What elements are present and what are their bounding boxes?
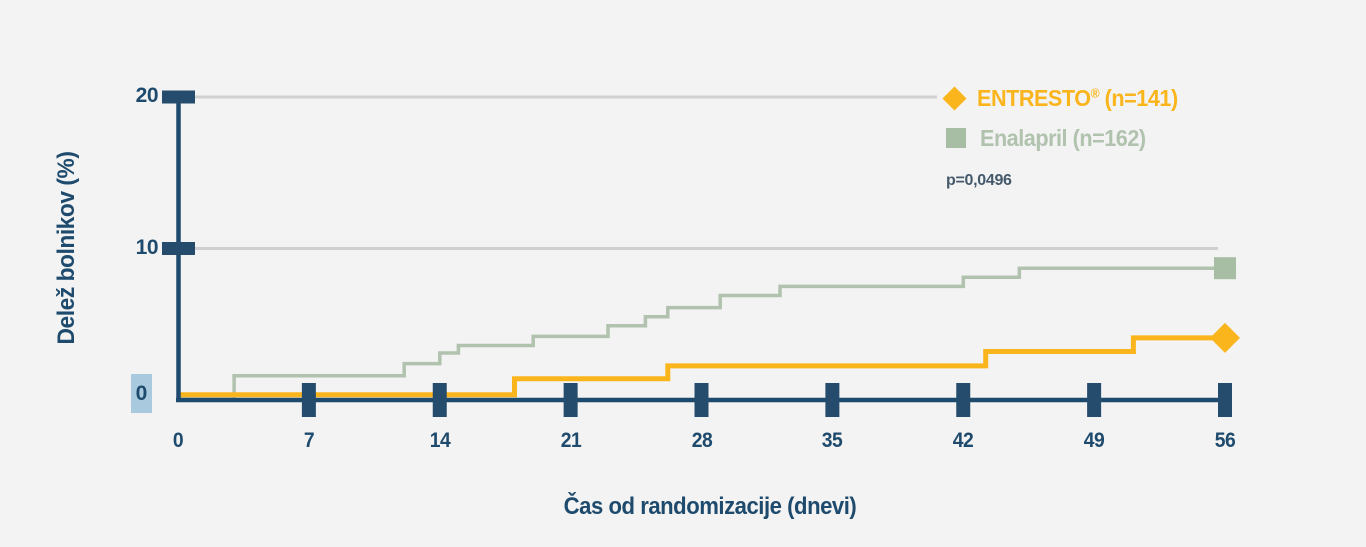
enalapril-end-square-marker [1214, 257, 1236, 280]
enalapril-square-icon [946, 128, 966, 148]
y-tick-mark-20 [162, 90, 195, 104]
y-tick-label-10: 10 [135, 235, 159, 259]
x-tick-mark-49 [1087, 383, 1102, 417]
entresto-n-text: (n=141) [1099, 84, 1179, 111]
legend-label-enalapril: Enalapril (n=162) [980, 124, 1146, 151]
entresto-step-line [178, 335, 1225, 398]
x-tick-label-28: 28 [691, 429, 712, 452]
x-tick-mark-14 [432, 383, 447, 417]
x-tick-label-42: 42 [952, 429, 974, 452]
x-tick-mark-56 [1218, 383, 1232, 417]
y-tick-label-0: 0 [131, 374, 152, 413]
x-tick-mark-42 [956, 383, 971, 417]
registered-mark-icon: ® [1090, 84, 1100, 100]
legend-label-entresto: ENTRESTO® (n=141) [977, 85, 1178, 112]
x-tick-label-35: 35 [822, 429, 843, 452]
p-value-label: p=0,0496 [946, 172, 1012, 189]
x-tick-mark-28 [694, 383, 709, 417]
x-tick-label-14: 14 [429, 429, 451, 452]
y-tick-label-20: 20 [135, 84, 159, 107]
x-tick-mark-35 [825, 383, 840, 417]
y-tick-mark-10 [162, 242, 195, 255]
entresto-end-diamond-marker [1210, 322, 1240, 353]
gridlines-group [195, 95, 1218, 250]
axis-ticks-group [162, 90, 1232, 417]
entresto-diamond-icon [942, 85, 967, 111]
legend: ENTRESTO® (n=141) Enalapril (n=162) p=0,… [942, 78, 1191, 190]
x-tick-mark-7 [301, 383, 316, 417]
x-tick-label-7: 7 [303, 429, 315, 452]
x-tick-label-56: 56 [1214, 429, 1236, 452]
entresto-brand-text: ENTRESTO [977, 84, 1091, 111]
legend-item-enalapril: Enalapril (n=162) [946, 118, 1191, 158]
x-tick-label-49: 49 [1083, 429, 1105, 452]
x-tick-label-21: 21 [560, 429, 581, 452]
legend-item-entresto: ENTRESTO® (n=141) [942, 78, 1191, 118]
y-axis-title: Delež bolnikov (%) [53, 151, 80, 345]
x-tick-label-0: 0 [172, 429, 184, 452]
enalapril-step-line [178, 266, 1225, 401]
x-axis-title: Čas od randomizacije (dnevi) [563, 493, 857, 520]
x-tick-mark-21 [563, 383, 578, 417]
